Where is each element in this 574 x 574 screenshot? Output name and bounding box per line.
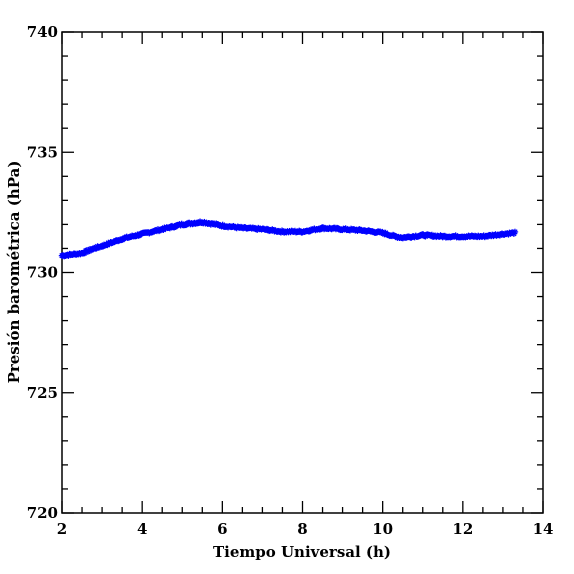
x-tick-label: 12 <box>452 520 473 538</box>
y-tick-label: 720 <box>27 504 58 522</box>
y-tick-label: 740 <box>27 23 58 41</box>
y-tick-label: 735 <box>27 143 58 161</box>
y-tick-label: 725 <box>27 384 58 402</box>
data-points <box>58 218 519 260</box>
data-point <box>511 228 519 236</box>
y-axis-label: Presión barométrica (hPa) <box>5 161 23 384</box>
x-tick-label: 14 <box>533 520 554 538</box>
x-axis-label: Tiempo Universal (h) <box>213 543 391 561</box>
y-tick-label: 730 <box>27 264 58 282</box>
tick-labels: 2 4 6 8 10 12 14 720 725 730 735 740 <box>27 23 554 538</box>
x-tick-label: 10 <box>372 520 393 538</box>
x-tick-label: 4 <box>137 520 147 538</box>
axis-ticks <box>61 31 544 514</box>
x-tick-label: 8 <box>297 520 307 538</box>
plot-frame <box>61 31 544 514</box>
x-tick-label: 2 <box>57 520 67 538</box>
x-tick-label: 6 <box>217 520 227 538</box>
